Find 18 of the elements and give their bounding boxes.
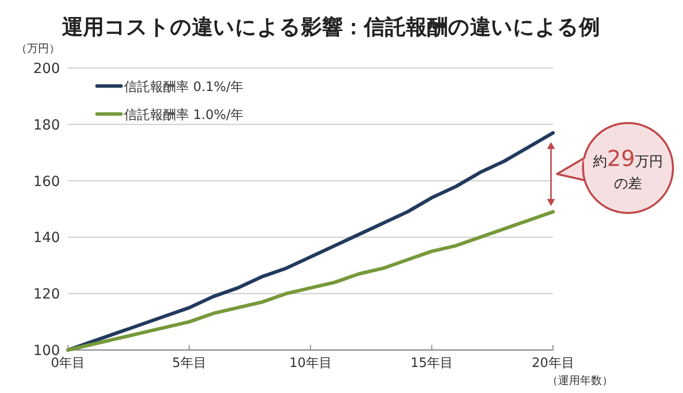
y-tick-label: 160 — [33, 174, 60, 190]
x-tick-label: 15年目 — [410, 356, 454, 371]
y-tick-label: 180 — [33, 117, 60, 134]
y-tick-label: 140 — [33, 230, 60, 246]
x-tick-label: 5年目 — [172, 356, 206, 371]
chart-title: 運用コストの違いによる影響：信託報酬の違いによる例 — [62, 15, 600, 39]
y-tick-label: 200 — [33, 61, 60, 77]
legend-label: 信託報酬率 1.0%/年 — [124, 107, 244, 123]
x-tick-label: 0年目 — [50, 356, 86, 371]
legend-label: 信託報酬率 0.1%/年 — [124, 79, 244, 95]
y-tick-label: 100 — [33, 343, 60, 359]
x-tick-label: 20年目 — [532, 356, 574, 371]
text: 約29万円の差 — [593, 147, 663, 192]
y-tick-label: 120 — [33, 286, 60, 303]
x-tick-label: 10年目 — [289, 356, 332, 371]
line-series — [66, 210, 555, 352]
x-axis-title: （運用年数） — [547, 374, 613, 387]
y-axis-title: （万円） — [16, 42, 60, 55]
